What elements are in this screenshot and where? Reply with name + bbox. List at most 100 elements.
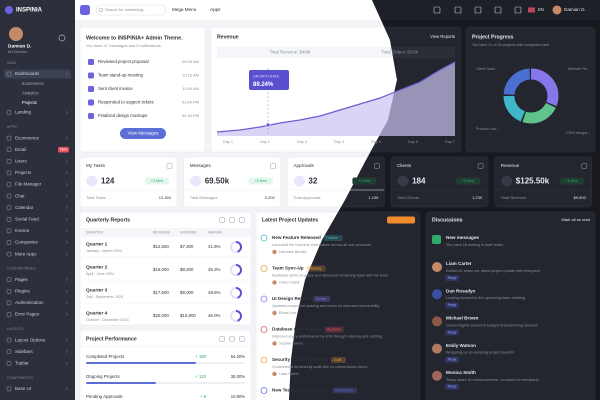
reply-label[interactable]: Reply: [448, 357, 457, 361]
view-messages-button[interactable]: [120, 128, 166, 139]
card-tool[interactable]: [239, 217, 245, 223]
search-box[interactable]: [95, 4, 167, 16]
cell: $9,000: [180, 290, 194, 295]
user-name[interactable]: Damian D.: [564, 7, 586, 12]
task-time: 10:15 AM: [182, 73, 199, 78]
nav-item[interactable]: Error Pages: [15, 312, 40, 317]
card-tool[interactable]: [229, 336, 235, 342]
update-tag: [313, 296, 331, 302]
menu-button[interactable]: [80, 5, 90, 15]
top-menu[interactable]: Mega Menu: [172, 7, 197, 12]
top-icon[interactable]: [494, 6, 502, 14]
section-title: CUSTOM PAGES: [7, 267, 36, 271]
user-avatar[interactable]: [552, 5, 562, 15]
card-link[interactable]: View Reports: [430, 34, 455, 39]
update-tag-text: Audit: [333, 358, 341, 362]
stat-card: [183, 156, 281, 208]
task-icon: [88, 113, 94, 119]
reply-label[interactable]: Reply: [448, 330, 457, 334]
nav-item[interactable]: Sidebars: [15, 349, 34, 354]
author-avatar: [272, 371, 277, 377]
nav-item[interactable]: File Manager: [15, 182, 42, 187]
nav-item[interactable]: Plugins: [15, 288, 31, 293]
update-title: UI Design Review: [272, 296, 311, 301]
task-label: Team stand-up meeting: [98, 73, 144, 78]
card-tool[interactable]: [239, 336, 245, 342]
nav-item[interactable]: Companies: [15, 240, 39, 245]
mark-read[interactable]: Mark all as read: [562, 217, 590, 222]
nav-item[interactable]: Projects: [15, 170, 32, 175]
update-text: Conducted a full security audit with no …: [272, 365, 368, 369]
stat-value: $125.50k: [516, 177, 550, 186]
stat-badge: [145, 177, 169, 185]
reply-button[interactable]: [445, 383, 459, 390]
reply-label[interactable]: Reply: [448, 303, 457, 307]
perf-label: Completed Projects: [86, 354, 125, 359]
reply-label[interactable]: Reply: [448, 385, 457, 389]
flag-icon: [528, 7, 535, 13]
nav-item[interactable]: Landing: [15, 110, 32, 115]
reply-button[interactable]: [445, 329, 459, 336]
update-author: Sophia Turner: [279, 342, 304, 346]
card-tool[interactable]: [219, 336, 225, 342]
nav-item[interactable]: Authentication: [15, 300, 44, 305]
nav-subitem[interactable]: Projects: [22, 100, 37, 105]
nav-item[interactable]: Layout Options: [15, 337, 46, 342]
stat-badge: [248, 177, 273, 185]
nav-item[interactable]: Base UI: [15, 386, 31, 391]
card-subtitle: You have 21 of 28 projects with complete…: [472, 43, 550, 47]
update-tag-text: Backend: [327, 327, 340, 331]
discussion-text: Excited to share our latest project upda…: [446, 269, 541, 273]
discussion-name: Monica Smith: [446, 370, 476, 375]
update-author: Nicholas Brooks: [279, 250, 307, 254]
nav-subitem[interactable]: Analytics: [22, 91, 38, 96]
x-label: Day 5: [371, 140, 381, 144]
nav-icon: [6, 277, 12, 282]
reply-button[interactable]: [445, 302, 459, 309]
avatar: [432, 289, 442, 300]
top-icon[interactable]: [433, 6, 441, 14]
language[interactable]: EN: [538, 7, 544, 12]
update-tag-text: Design: [316, 297, 327, 301]
nav-item[interactable]: Calendar: [15, 205, 34, 210]
stat-footer-value: 12,450: [159, 195, 172, 200]
nav-item[interactable]: Ecommerce: [15, 135, 40, 140]
card-tool[interactable]: [219, 217, 225, 223]
top-icon[interactable]: [454, 6, 462, 14]
discussion-name: Michael Brown: [446, 316, 479, 321]
avatar: [432, 370, 442, 381]
chevron: [65, 289, 68, 293]
nav-item[interactable]: Social Feed: [15, 216, 39, 221]
top-icon[interactable]: [514, 6, 522, 14]
stat-icon: [581, 163, 588, 169]
chevron: [65, 136, 68, 140]
button-label[interactable]: View Messages: [128, 131, 159, 136]
reply-label[interactable]: Reply: [448, 276, 457, 280]
card-tool[interactable]: [229, 217, 235, 223]
profile-role: Art Director: [8, 50, 28, 54]
stat-avatar: [293, 175, 305, 187]
reply-button[interactable]: [445, 275, 459, 281]
nav-item[interactable]: Chat: [15, 193, 25, 198]
settings-icon[interactable]: [58, 34, 66, 42]
top-icon[interactable]: [474, 6, 482, 14]
nav-item[interactable]: More Apps: [15, 251, 37, 256]
discussions-card-dark: [425, 211, 596, 400]
nav-item[interactable]: Invoice: [15, 228, 30, 233]
nav-item[interactable]: Dashboards: [15, 71, 40, 76]
stat-value: 124: [101, 177, 115, 186]
nav-item[interactable]: Pages: [15, 277, 29, 282]
stat-footer-label: Total Messages: [190, 195, 218, 200]
nav-item[interactable]: Topbar: [15, 360, 29, 365]
top-menu[interactable]: Apps: [210, 7, 221, 12]
nav-item[interactable]: Email: [15, 147, 26, 152]
progress-fill: [86, 382, 156, 384]
nav-item[interactable]: Users: [15, 158, 28, 163]
perf-change: + 120: [195, 374, 206, 379]
nav-subitem[interactable]: Ecommerce: [22, 81, 45, 86]
reply-button[interactable]: [445, 356, 459, 363]
search-icon: [98, 7, 104, 13]
author-avatar: [272, 249, 277, 255]
perf-change: + 8: [200, 394, 207, 399]
quarter: Quarter 2: [86, 264, 108, 270]
